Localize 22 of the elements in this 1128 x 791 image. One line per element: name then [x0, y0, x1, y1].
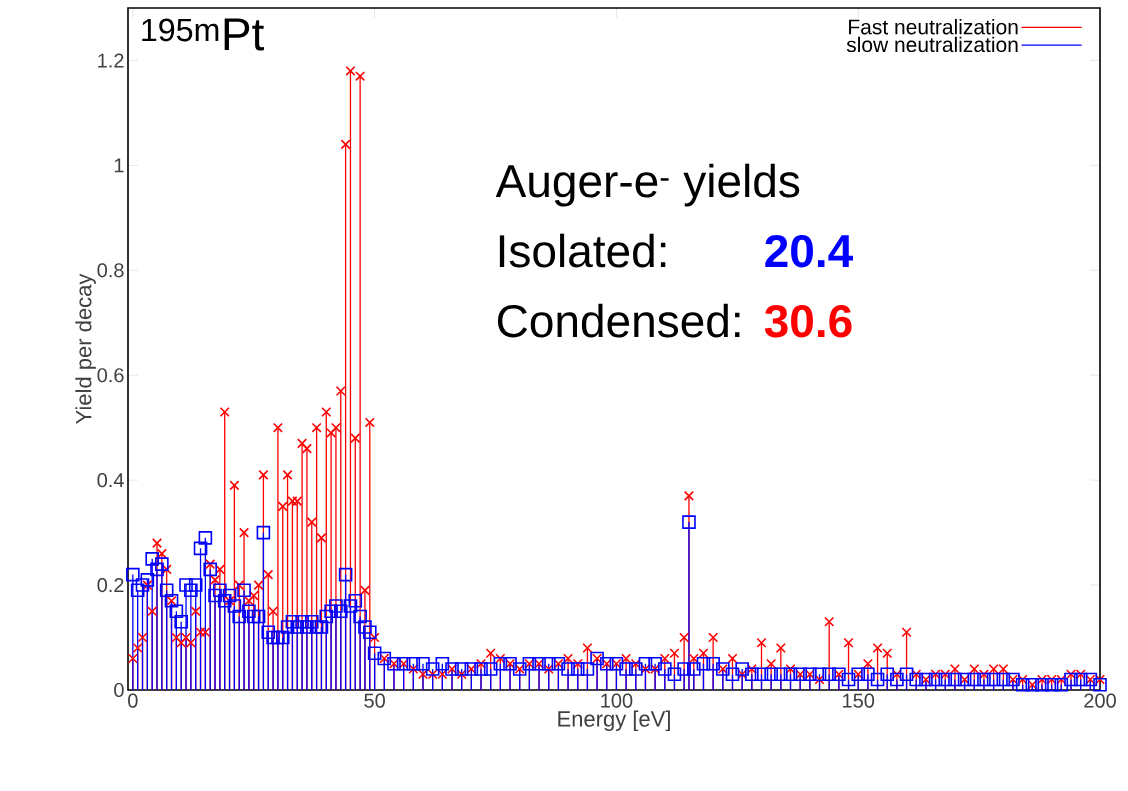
- y-tick-label: 1: [114, 158, 124, 173]
- y-tick-label: 0.8: [97, 263, 124, 278]
- annotation: $^{195m}$Pt: [142, 18, 265, 51]
- annotation: Isolated:: [499, 233, 666, 268]
- annotation: Condensed:: [497, 303, 740, 338]
- legend-label: slow neutralization: [846, 36, 1018, 53]
- x-tick-label: 0: [128, 693, 138, 708]
- annotation: 30.6: [764, 304, 852, 338]
- legend-label: Fast neutralization: [849, 18, 1018, 35]
- y-tick-label: 0.2: [97, 577, 124, 593]
- y-tick-label: 1.2: [98, 53, 124, 68]
- x-tick-label: 50: [364, 693, 385, 708]
- x-axis-title: Energy [eV]: [558, 710, 670, 732]
- y-tick-label: 0: [114, 682, 124, 698]
- y-tick-label: 0.6: [97, 368, 124, 383]
- x-tick-label: 150: [843, 693, 875, 708]
- x-tick-label: 100: [601, 693, 633, 708]
- y-tick-label: 0.4: [97, 473, 124, 488]
- y-axis-title: Yield per decay: [75, 273, 96, 424]
- x-tick-label: 200: [1084, 693, 1116, 708]
- annotation: Auger-e$^{-}$ yields: [495, 163, 800, 207]
- annotation: 20.4: [765, 234, 853, 268]
